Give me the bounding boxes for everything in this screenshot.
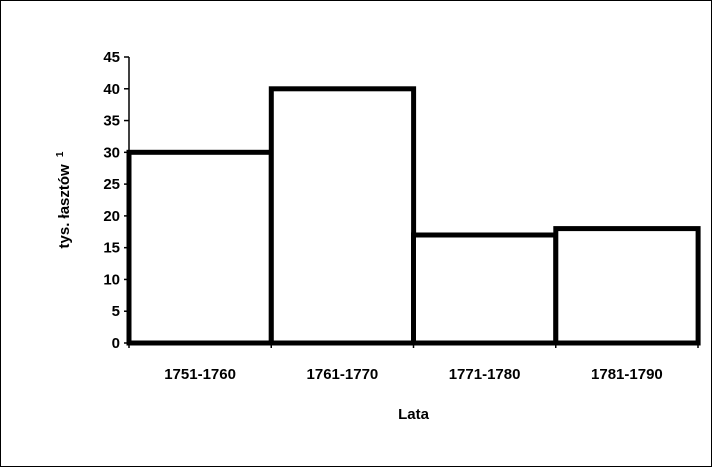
x-category-label-1751-1760: 1751-1760 — [164, 366, 236, 383]
y-tick-label-20: 20 — [103, 208, 120, 225]
y-tick-label-0: 0 — [112, 335, 120, 352]
x-axis-title: Lata — [398, 406, 430, 423]
y-tick-label-15: 15 — [103, 240, 120, 257]
y-axis-title: tys. łasztów 1 — [55, 151, 73, 248]
x-category-label-1771-1780: 1771-1780 — [449, 366, 521, 383]
y-tick-label-10: 10 — [103, 271, 120, 288]
y-tick-label-40: 40 — [103, 81, 120, 98]
ticks-layer: 0 5 10 15 20 25 30 35 40 45 1751-1760 1761-1770 1771… — [103, 49, 699, 383]
bar-1781-1790 — [553, 226, 701, 346]
y-tick-label-30: 30 — [103, 144, 120, 161]
y-tick-label-45: 45 — [103, 49, 120, 66]
y-tick-label-5: 5 — [112, 303, 120, 320]
bar-1771-1780 — [411, 232, 559, 346]
y-axis-title-footnote: 1 — [55, 151, 66, 157]
y-axis-title-text: tys. łasztów — [56, 164, 73, 249]
x-category-label-1781-1790: 1781-1790 — [591, 366, 663, 383]
x-category-label-1761-1770: 1761-1770 — [307, 366, 379, 383]
y-tick-label-25: 25 — [103, 176, 120, 193]
bar-1751-1760 — [126, 149, 274, 346]
bars-layer — [126, 86, 701, 346]
y-tick-label-35: 35 — [103, 113, 120, 130]
bar-1761-1770 — [268, 86, 417, 346]
